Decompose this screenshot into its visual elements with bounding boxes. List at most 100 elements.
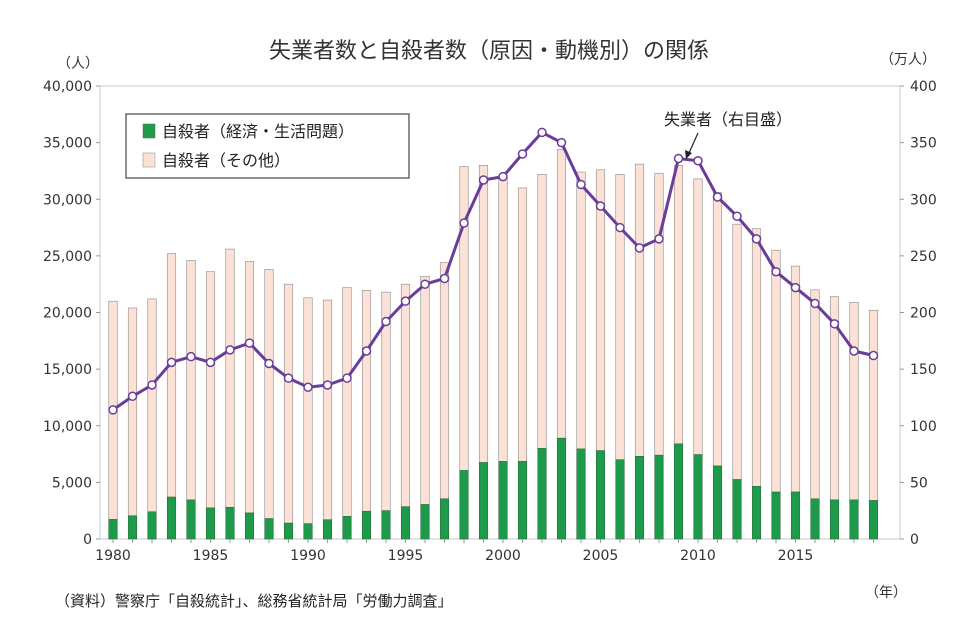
unemployed-point <box>771 266 781 277</box>
unemployed-point <box>868 350 879 361</box>
right-tick-label: 200 <box>910 306 937 322</box>
right-tick-label: 400 <box>910 79 937 95</box>
left-tick-label: 0 <box>83 532 92 548</box>
right-tick-label: 100 <box>910 419 937 435</box>
bar-other <box>556 149 567 439</box>
bar-economic <box>751 486 762 540</box>
bar-other <box>634 163 645 457</box>
bar-economic <box>849 499 859 540</box>
bar-economic <box>556 437 567 540</box>
bar-economic <box>576 448 586 540</box>
unemployed-point <box>849 346 859 356</box>
bar-economic <box>790 491 801 540</box>
bar-economic <box>615 459 625 540</box>
unemployed-point <box>244 338 255 348</box>
bar-economic <box>361 510 372 540</box>
bar-economic <box>244 512 255 540</box>
unemployed-point <box>127 391 138 402</box>
unemployed-point <box>517 149 528 159</box>
bar-other <box>322 299 333 521</box>
unemployed-point <box>478 175 489 185</box>
left-tick-label: 35,000 <box>43 136 92 152</box>
right-tick-label: 350 <box>910 136 937 152</box>
x-axis: 1980 1985 1990 1995 2000 2005 2010 2015 <box>95 539 874 564</box>
x-tick-label: 2010 <box>680 548 716 564</box>
x-axis-unit: （年） <box>865 585 907 601</box>
bar-economic <box>225 506 235 540</box>
unemployed-point <box>381 316 391 327</box>
unemployed-point <box>342 373 352 383</box>
unemployed-point <box>400 296 411 306</box>
unemployed-point <box>439 273 450 284</box>
bar-series <box>108 149 879 540</box>
chart-title: 失業者数と自殺者数（原因・動機別）の関係 <box>269 39 709 64</box>
bar-other <box>771 249 781 493</box>
legend-label-economic: 自殺者（経済・生活問題） <box>162 122 354 141</box>
bar-other <box>303 297 313 525</box>
left-axis-unit: （人） <box>57 56 99 72</box>
bar-other <box>478 164 489 463</box>
bar-economic <box>439 498 450 540</box>
bar-other <box>595 169 606 451</box>
bar-economic <box>381 510 391 540</box>
bar-other <box>498 176 508 462</box>
x-tick-label: 2015 <box>778 548 814 564</box>
bar-other <box>459 166 469 471</box>
unemployed-point <box>108 405 118 415</box>
unemployed-point <box>537 127 547 138</box>
legend-swatch-economic <box>142 123 156 139</box>
annotation-arrowhead <box>685 150 692 159</box>
unemployed-point <box>693 155 703 166</box>
left-tick-label: 5,000 <box>52 475 92 491</box>
bar-economic <box>342 516 352 540</box>
bar-other <box>537 174 547 449</box>
bar-economic <box>283 522 294 540</box>
bar-other <box>283 283 294 524</box>
bar-other <box>186 260 196 501</box>
unemployed-point <box>790 282 801 293</box>
bar-economic <box>712 465 723 540</box>
unemployed-point <box>810 298 820 309</box>
unemployed-point <box>615 222 625 233</box>
bar-economic <box>732 479 742 540</box>
left-axis: 0 5,000 10,000 15,000 20,000 25,000 30,000 35,0… <box>43 79 100 548</box>
bar-economic <box>634 456 645 540</box>
bar-other <box>751 228 762 487</box>
bar-other <box>576 171 586 450</box>
bar-economic <box>810 498 820 540</box>
bar-economic <box>459 470 469 540</box>
unemployed-point <box>712 192 723 202</box>
x-tick-label: 2000 <box>485 548 521 564</box>
unemployed-point <box>595 201 606 211</box>
unemployed-point <box>556 137 567 148</box>
line-annotation: 失業者（右目盛） <box>664 110 792 129</box>
line-series <box>108 127 879 415</box>
bar-other <box>147 298 157 513</box>
bar-economic <box>147 511 157 540</box>
bar-other <box>790 265 801 493</box>
bar-other <box>400 283 411 508</box>
unemployed-point <box>205 357 216 368</box>
unemployed-point <box>225 345 235 355</box>
bar-economic <box>127 515 138 540</box>
legend-box <box>125 113 410 179</box>
bar-economic <box>400 506 411 540</box>
bar-economic <box>186 499 196 540</box>
bar-economic <box>517 461 528 540</box>
unemployed-point <box>634 243 645 253</box>
bar-other <box>420 275 430 505</box>
bar-other <box>615 174 625 461</box>
left-tick-label: 15,000 <box>43 362 92 378</box>
unemployed-point <box>303 382 313 392</box>
left-tick-label: 40,000 <box>43 79 92 95</box>
right-tick-label: 150 <box>910 362 937 378</box>
legend-swatch-other <box>142 152 156 168</box>
unemployed-point <box>166 357 177 368</box>
bar-economic <box>673 443 684 540</box>
bar-other <box>517 187 528 462</box>
left-tick-label: 30,000 <box>43 192 92 208</box>
right-tick-label: 250 <box>910 249 937 265</box>
bar-other <box>810 289 820 500</box>
unemployed-point <box>576 179 586 190</box>
